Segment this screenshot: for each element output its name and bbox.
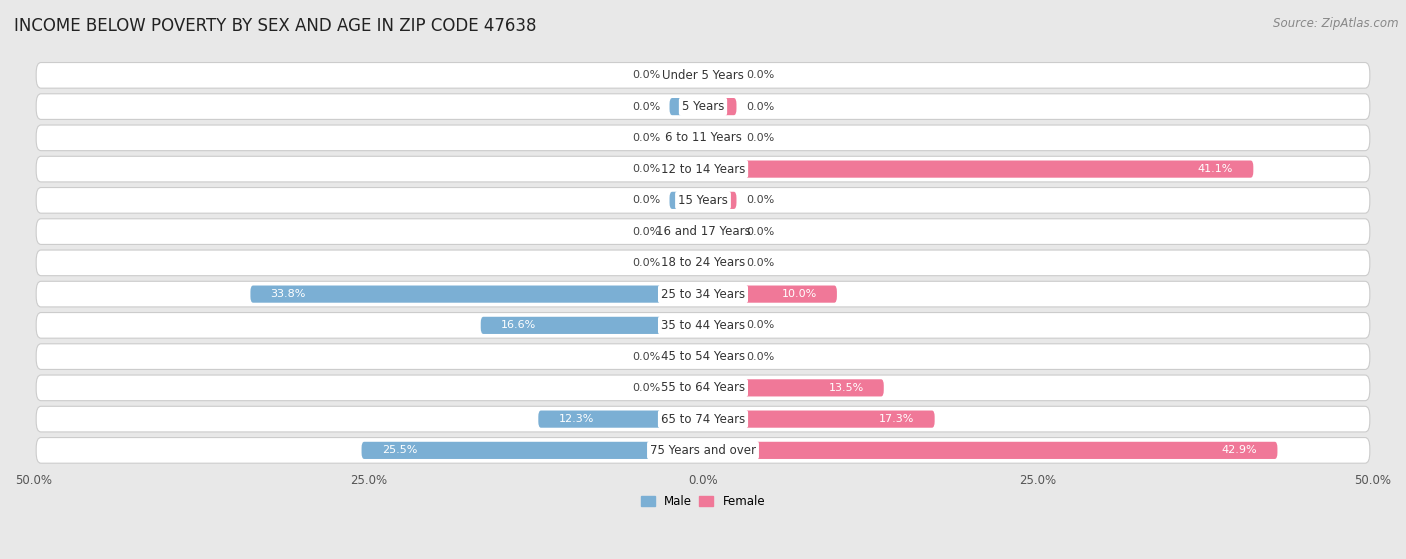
FancyBboxPatch shape	[703, 160, 1253, 178]
FancyBboxPatch shape	[37, 312, 1369, 338]
FancyBboxPatch shape	[37, 187, 1369, 213]
Text: 25 to 34 Years: 25 to 34 Years	[661, 288, 745, 301]
Text: 0.0%: 0.0%	[631, 226, 661, 236]
FancyBboxPatch shape	[703, 129, 737, 146]
FancyBboxPatch shape	[669, 379, 703, 396]
FancyBboxPatch shape	[669, 254, 703, 272]
Text: 0.0%: 0.0%	[631, 195, 661, 205]
FancyBboxPatch shape	[703, 317, 737, 334]
FancyBboxPatch shape	[669, 98, 703, 115]
FancyBboxPatch shape	[669, 129, 703, 146]
Text: 35 to 44 Years: 35 to 44 Years	[661, 319, 745, 332]
FancyBboxPatch shape	[703, 254, 737, 272]
Text: 10.0%: 10.0%	[782, 289, 817, 299]
Text: 0.0%: 0.0%	[631, 383, 661, 393]
Text: 5 Years: 5 Years	[682, 100, 724, 113]
Text: 0.0%: 0.0%	[745, 352, 775, 362]
FancyBboxPatch shape	[669, 192, 703, 209]
Text: 41.1%: 41.1%	[1198, 164, 1233, 174]
Text: 0.0%: 0.0%	[745, 226, 775, 236]
FancyBboxPatch shape	[703, 286, 837, 303]
Text: 55 to 64 Years: 55 to 64 Years	[661, 381, 745, 394]
FancyBboxPatch shape	[703, 98, 737, 115]
Text: 0.0%: 0.0%	[745, 133, 775, 143]
Text: 0.0%: 0.0%	[631, 70, 661, 80]
Text: 18 to 24 Years: 18 to 24 Years	[661, 257, 745, 269]
FancyBboxPatch shape	[37, 406, 1369, 432]
FancyBboxPatch shape	[703, 223, 737, 240]
Text: 12 to 14 Years: 12 to 14 Years	[661, 163, 745, 176]
Text: 0.0%: 0.0%	[631, 133, 661, 143]
Text: 6 to 11 Years: 6 to 11 Years	[665, 131, 741, 144]
FancyBboxPatch shape	[703, 442, 1278, 459]
Text: INCOME BELOW POVERTY BY SEX AND AGE IN ZIP CODE 47638: INCOME BELOW POVERTY BY SEX AND AGE IN Z…	[14, 17, 537, 35]
FancyBboxPatch shape	[703, 67, 737, 84]
FancyBboxPatch shape	[703, 192, 737, 209]
Text: 33.8%: 33.8%	[270, 289, 307, 299]
FancyBboxPatch shape	[669, 160, 703, 178]
FancyBboxPatch shape	[37, 375, 1369, 401]
FancyBboxPatch shape	[669, 348, 703, 365]
FancyBboxPatch shape	[669, 223, 703, 240]
FancyBboxPatch shape	[37, 125, 1369, 151]
Text: 17.3%: 17.3%	[879, 414, 914, 424]
Text: 0.0%: 0.0%	[745, 70, 775, 80]
FancyBboxPatch shape	[361, 442, 703, 459]
Text: 45 to 54 Years: 45 to 54 Years	[661, 350, 745, 363]
Text: 0.0%: 0.0%	[631, 164, 661, 174]
Text: 16 and 17 Years: 16 and 17 Years	[655, 225, 751, 238]
FancyBboxPatch shape	[37, 281, 1369, 307]
Text: 13.5%: 13.5%	[828, 383, 863, 393]
FancyBboxPatch shape	[37, 344, 1369, 369]
Text: 42.9%: 42.9%	[1222, 446, 1257, 456]
FancyBboxPatch shape	[250, 286, 703, 303]
FancyBboxPatch shape	[703, 379, 884, 396]
Text: 75 Years and over: 75 Years and over	[650, 444, 756, 457]
Text: 15 Years: 15 Years	[678, 194, 728, 207]
Text: 25.5%: 25.5%	[381, 446, 418, 456]
FancyBboxPatch shape	[37, 219, 1369, 244]
FancyBboxPatch shape	[37, 250, 1369, 276]
Text: 0.0%: 0.0%	[631, 352, 661, 362]
FancyBboxPatch shape	[538, 410, 703, 428]
FancyBboxPatch shape	[703, 410, 935, 428]
Text: 12.3%: 12.3%	[558, 414, 593, 424]
FancyBboxPatch shape	[37, 63, 1369, 88]
Text: Under 5 Years: Under 5 Years	[662, 69, 744, 82]
Text: 0.0%: 0.0%	[745, 320, 775, 330]
Legend: Male, Female: Male, Female	[636, 490, 770, 513]
Text: 0.0%: 0.0%	[745, 195, 775, 205]
Text: 65 to 74 Years: 65 to 74 Years	[661, 413, 745, 425]
Text: 16.6%: 16.6%	[501, 320, 536, 330]
FancyBboxPatch shape	[37, 157, 1369, 182]
FancyBboxPatch shape	[37, 438, 1369, 463]
Text: 0.0%: 0.0%	[745, 258, 775, 268]
Text: Source: ZipAtlas.com: Source: ZipAtlas.com	[1274, 17, 1399, 30]
FancyBboxPatch shape	[37, 94, 1369, 120]
Text: 0.0%: 0.0%	[745, 102, 775, 112]
Text: 0.0%: 0.0%	[631, 258, 661, 268]
FancyBboxPatch shape	[703, 348, 737, 365]
FancyBboxPatch shape	[669, 67, 703, 84]
FancyBboxPatch shape	[481, 317, 703, 334]
Text: 0.0%: 0.0%	[631, 102, 661, 112]
